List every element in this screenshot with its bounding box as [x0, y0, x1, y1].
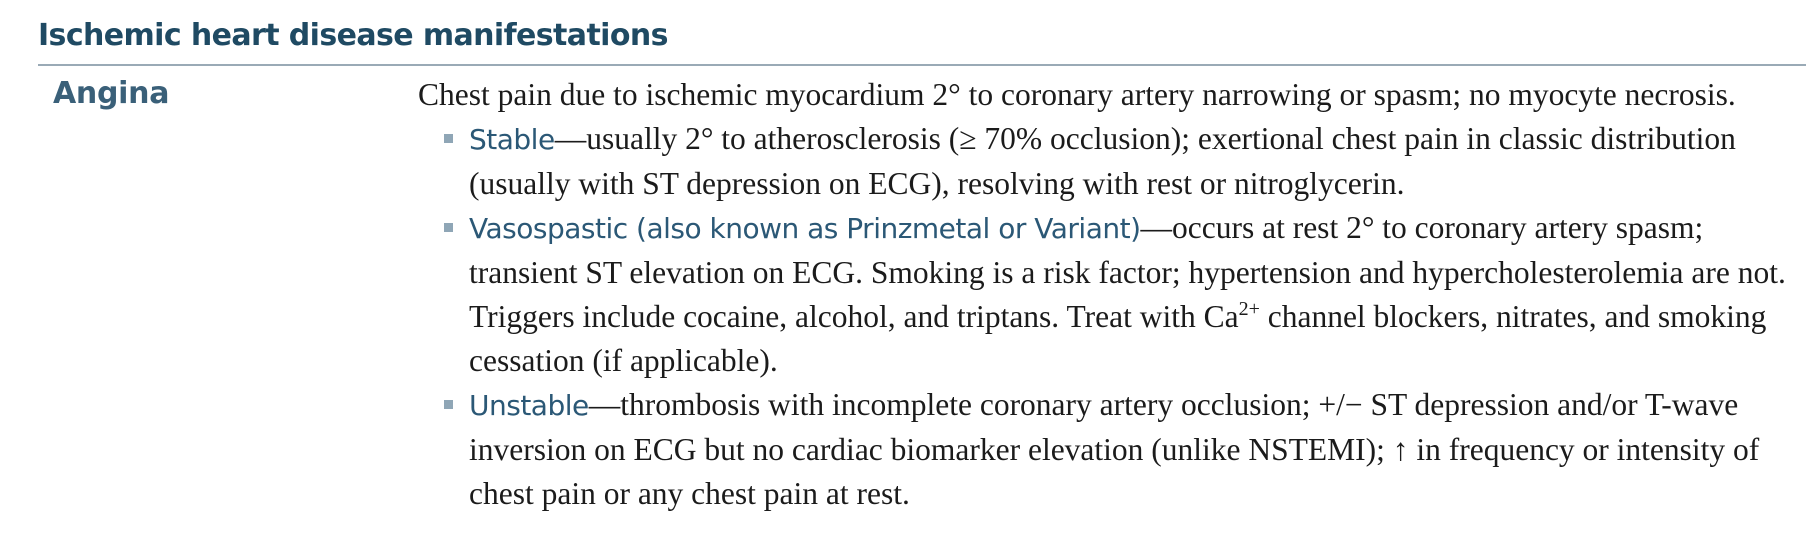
row-label-angina: Angina — [53, 76, 170, 111]
square-bullet-icon — [444, 134, 453, 143]
section-title: Ischemic heart disease manifestations — [38, 18, 668, 53]
description-vasospastic-continued: channel blockers, nitrates, and smoking … — [469, 299, 1767, 378]
term-stable: Stable — [469, 123, 555, 156]
description-stable: —usually 2° to atherosclerosis (≥ 70% oc… — [469, 121, 1736, 201]
angina-content: Chest pain due to ischemic myocardium 2°… — [418, 73, 1798, 516]
angina-type-list: Stable—usually 2° to atherosclerosis (≥ … — [418, 117, 1798, 516]
square-bullet-icon — [444, 400, 453, 409]
angina-definition: Chest pain due to ischemic myocardium 2°… — [418, 77, 1736, 112]
description-unstable: —thrombosis with incomplete coronary art… — [469, 387, 1760, 511]
list-item-vasospastic: Vasospastic (also known as Prinzmetal or… — [444, 206, 1798, 383]
superscript-charge: 2+ — [1238, 298, 1260, 320]
term-vasospastic: Vasospastic (also known as Prinzmetal or… — [469, 212, 1141, 245]
list-item-stable: Stable—usually 2° to atherosclerosis (≥ … — [444, 117, 1798, 206]
list-item-unstable: Unstable—thrombosis with incomplete coro… — [444, 383, 1798, 516]
description-vasospastic: —occurs at rest 2° to coronary artery sp… — [469, 210, 1786, 334]
term-unstable: Unstable — [469, 389, 589, 422]
square-bullet-icon — [444, 223, 453, 232]
section-header: Ischemic heart disease manifestations — [38, 16, 1806, 66]
